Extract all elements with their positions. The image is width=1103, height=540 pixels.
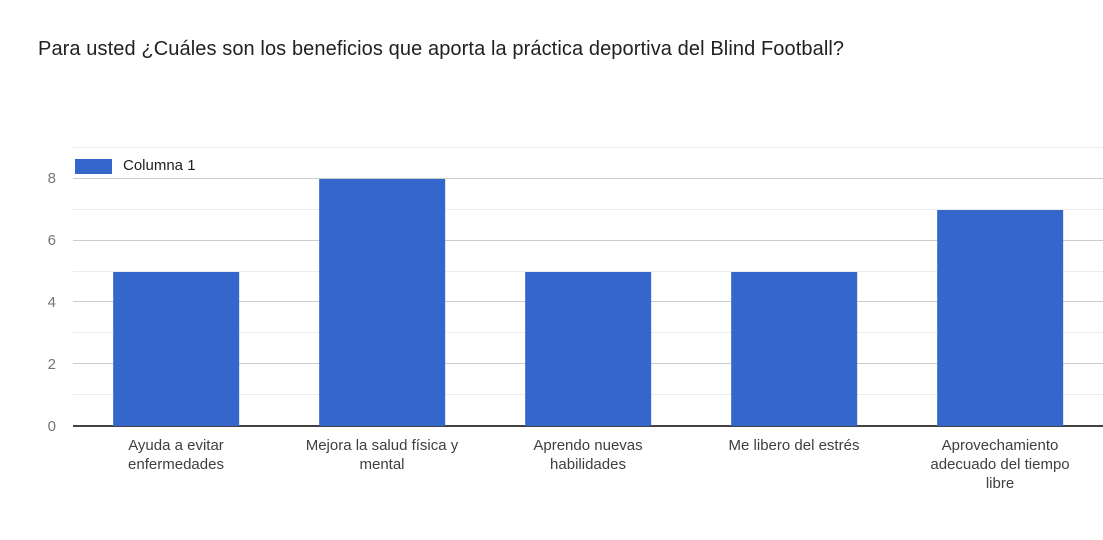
x-label-line: Aprovechamiento	[941, 437, 1059, 454]
y-tick-4: 4	[47, 293, 56, 311]
x-label-line: mental	[359, 456, 405, 473]
bar-slot-1	[279, 148, 485, 426]
bar-slot-0	[73, 148, 279, 426]
bar-3[interactable]	[731, 271, 857, 426]
x-label-line: libre	[985, 475, 1015, 492]
y-tick-8: 8	[47, 170, 56, 188]
bar-1[interactable]	[319, 178, 445, 426]
x-label-2: Aprendo nuevas habilidades	[485, 436, 691, 493]
legend: Columna 1	[75, 158, 196, 174]
gridline-8	[73, 177, 1103, 179]
chart-title: Para usted ¿Cuáles son los beneficios qu…	[38, 38, 845, 60]
y-tick-6: 6	[47, 232, 56, 250]
y-tick-2: 2	[47, 355, 56, 373]
bar-slot-2	[485, 148, 691, 426]
bar-4[interactable]	[937, 209, 1063, 426]
bar-slot-3	[691, 148, 897, 426]
x-axis-labels: Ayuda a evitar enfermedades Mejora la salu…	[73, 436, 1103, 493]
plot-area: Columna 1	[73, 147, 1103, 427]
x-label-line: adecuado del tiempo	[930, 456, 1070, 473]
gridline-5	[73, 270, 1103, 272]
gridline-6	[73, 239, 1103, 241]
bars	[73, 148, 1103, 426]
x-label-1: Mejora la salud física y mental	[279, 436, 485, 493]
x-label-0: Ayuda a evitar enfermedades	[73, 436, 279, 493]
x-label-line: enfermedades	[128, 456, 224, 473]
y-tick-0: 0	[47, 417, 56, 435]
x-label-line: Mejora la salud física y	[305, 437, 459, 454]
bar-slot-4	[897, 148, 1103, 426]
x-label-line: Aprendo nuevas	[533, 437, 643, 454]
x-label-3: Me libero del estrés	[691, 436, 897, 493]
y-axis-labels: 0 2 4 6 8	[0, 148, 56, 433]
x-axis-baseline	[73, 425, 1103, 427]
x-label-4: Aprovechamiento adecuado del tiempo libre	[897, 436, 1103, 493]
bar-2[interactable]	[525, 271, 651, 426]
x-label-line: Me libero del estrés	[728, 437, 860, 454]
legend-swatch-icon	[75, 158, 112, 174]
gridline-9	[73, 147, 1103, 148]
x-label-line: Ayuda a evitar	[128, 437, 224, 454]
gridline-7	[73, 208, 1103, 210]
x-label-line: habilidades	[550, 456, 626, 473]
legend-label: Columna 1	[123, 157, 196, 174]
bar-0[interactable]	[113, 271, 239, 426]
